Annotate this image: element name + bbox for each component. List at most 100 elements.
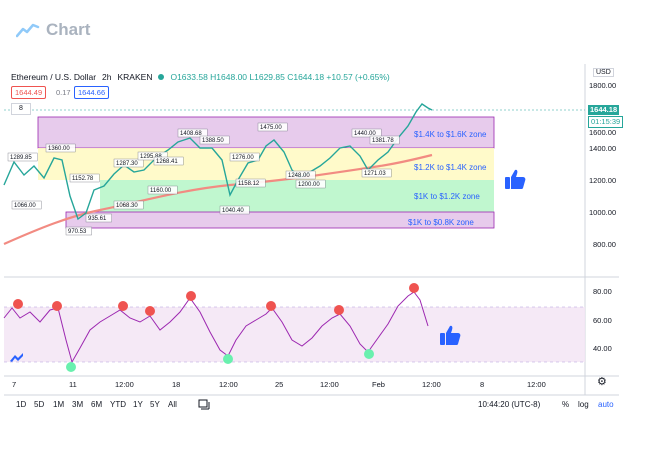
price-annotations: 1289.85 1360.00 1152.78 1066.00 935.61 970.53…: [7, 122, 400, 236]
time-tick: 12:00: [320, 380, 339, 389]
range-1m-button[interactable]: 1M: [53, 400, 65, 409]
price-annotation-box: [69, 173, 100, 183]
spread-value: 0.17: [56, 88, 71, 97]
price-annotation: 1160.00: [150, 188, 172, 194]
zone-label: $1K to $1.2K zone: [414, 192, 480, 201]
range-1d-button[interactable]: 1D: [16, 400, 27, 409]
price-annotation: 1152.78: [72, 176, 94, 182]
price-annotation-box: [351, 128, 382, 138]
range-5y-button[interactable]: 5Y: [150, 400, 160, 409]
range-6m-button[interactable]: 6M: [91, 400, 103, 409]
price-annotation-box: [285, 170, 316, 180]
rsi-overbought-dot: [145, 306, 155, 316]
rsi-band: [4, 307, 585, 362]
compare-icon[interactable]: [198, 399, 210, 410]
sell-button[interactable]: 1644.49: [11, 86, 47, 99]
price-annotation: 1276.00: [232, 155, 254, 161]
symbol-header[interactable]: Ethereum / U.S. Dollar 2h KRAKEN O1633.5…: [11, 72, 390, 82]
price-tick: 800.00: [593, 240, 616, 249]
range-3m-button[interactable]: 3M: [72, 400, 84, 409]
zone-label: $1K to $0.8K zone: [408, 218, 474, 227]
price-annotation-box: [11, 200, 42, 210]
price-annotation: 1040.40: [222, 208, 244, 214]
rsi-overbought-dot: [52, 301, 62, 311]
price-tick: 1200.00: [589, 176, 617, 185]
thumbs-up-icon: [440, 325, 461, 345]
price-annotation: 970.53: [68, 229, 87, 235]
zone-1400-1600: [37, 116, 495, 149]
range-5d-button[interactable]: 5D: [34, 400, 45, 409]
rsi-overbought-dot: [266, 301, 276, 311]
indicator-toggle-button[interactable]: 8: [11, 103, 31, 115]
clock-timezone[interactable]: 10:44:20 (UTC-8): [478, 400, 541, 409]
time-tick: 8: [480, 380, 485, 389]
time-tick: 12:00: [422, 380, 441, 389]
price-annotation-box: [153, 156, 184, 166]
brand: Chart: [16, 20, 90, 40]
price-annotation-box: [45, 143, 76, 153]
price-annotation-box: [7, 152, 38, 162]
price-annotation-box: [199, 135, 230, 145]
line-chart-icon: [16, 23, 40, 38]
brand-title: Chart: [46, 20, 91, 39]
symbol-name[interactable]: Ethereum / U.S. Dollar: [11, 72, 97, 82]
symbol-interval[interactable]: 2h: [102, 72, 112, 82]
ohlc-values: O1633.58 H1648.00 L1629.85 C1644.18 +10.…: [170, 72, 390, 82]
last-price-tag: 1644.18: [588, 105, 620, 115]
rsi-tick: 80.00: [593, 287, 612, 296]
price-annotation-box: [137, 151, 168, 161]
price-annotation-box: [361, 168, 392, 178]
price-annotation: 1271.03: [364, 171, 386, 177]
time-tick: 7: [12, 380, 17, 389]
time-tick: 25: [275, 380, 284, 389]
price-tick: 1400.00: [589, 144, 617, 153]
rsi-overbought-dot: [186, 291, 196, 301]
buy-button[interactable]: 1644.66: [74, 86, 110, 99]
price-annotation-box: [177, 128, 208, 138]
indicator-count: 8: [19, 105, 23, 112]
rsi-tick: 60.00: [593, 316, 612, 325]
auto-toggle[interactable]: auto: [598, 400, 614, 409]
rsi-overbought-dot: [118, 301, 128, 311]
rsi-overbought-dot: [409, 283, 419, 293]
rsi-series: [3, 291, 429, 364]
time-tick: Feb: [372, 380, 385, 389]
rsi-line: [3, 291, 429, 364]
price-annotation-box: [113, 158, 144, 168]
price-annotation: 935.61: [88, 216, 107, 222]
price-annotation: 1295.88: [140, 154, 162, 160]
percent-toggle[interactable]: %: [562, 400, 570, 409]
rsi-oversold-dot: [223, 354, 233, 364]
price-annotation-box: [229, 152, 260, 162]
price-annotation: 1287.30: [116, 161, 138, 167]
price-annotation: 1388.50: [202, 138, 224, 144]
rsi-oversold-dot: [364, 349, 374, 359]
log-toggle[interactable]: log: [578, 400, 589, 409]
bottom-toolbar: 1D 5D 1M 3M 6M YTD 1Y 5Y All 10:44:20 (U…: [0, 396, 619, 414]
tradingview-logo[interactable]: [10, 353, 24, 363]
range-1y-button[interactable]: 1Y: [133, 400, 143, 409]
range-all-button[interactable]: All: [168, 400, 177, 409]
rsi-oversold-dot: [66, 362, 76, 372]
symbol-exchange: KRAKEN: [117, 72, 153, 82]
range-ytd-button[interactable]: YTD: [110, 400, 126, 409]
price-annotation: 1200.00: [298, 182, 320, 188]
time-tick: 12:00: [115, 380, 134, 389]
price-annotation-box: [147, 185, 178, 195]
gear-icon[interactable]: ⚙: [597, 376, 607, 388]
moving-average-line: [3, 153, 433, 246]
price-annotation-box: [369, 135, 400, 145]
price-annotation-box: [295, 179, 326, 189]
price-tick: 1000.00: [589, 208, 617, 217]
price-annotation-box: [113, 200, 144, 210]
rsi-overbought-dot: [13, 299, 23, 309]
price-annotation-box: [219, 205, 250, 215]
price-line: [3, 103, 433, 221]
currency-button[interactable]: USD: [593, 68, 614, 77]
zone-label: $1.2K to $1.4K zone: [414, 163, 487, 172]
time-tick: 11: [69, 380, 77, 389]
price-annotation: 1068.30: [116, 203, 138, 209]
price-annotation: 1158.12: [238, 181, 260, 187]
candle-countdown: 01:15:39: [588, 116, 624, 128]
